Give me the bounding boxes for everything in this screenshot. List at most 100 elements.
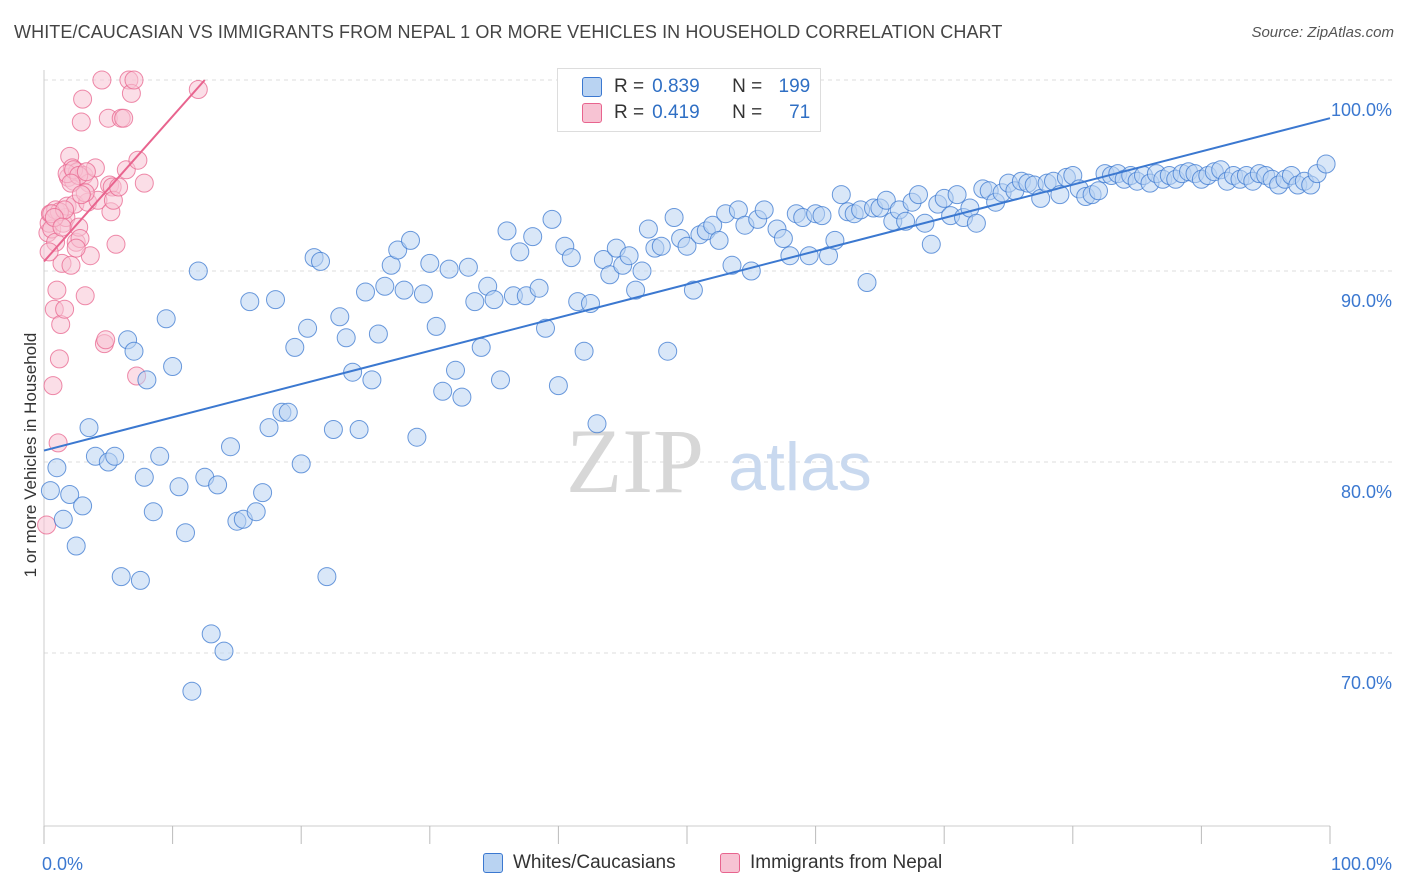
whites-point [1089,181,1108,201]
whites-point [388,240,408,260]
whites-point [134,467,154,487]
whites-point [394,280,414,300]
whites-point [658,341,678,361]
watermark-atlas: atlas [728,429,872,505]
legend-row-whites: R = 0.839 N = 199 [582,75,810,99]
nepal-point [106,234,126,254]
legend-label-whites: Whites/Caucasians [513,852,676,873]
legend-swatch-pink [720,853,740,873]
whites-point [259,418,279,438]
whites-point [291,454,311,474]
whites-point [420,253,440,273]
whites-point [356,282,375,302]
legend-item-whites: Whites/Caucasians [483,852,676,874]
whites-point [317,567,337,587]
whites-point [163,357,183,376]
legend-stats: R = 0.839 N = 199 R = 0.419 N = 71 [557,68,821,132]
legend-n-value: 199 [778,76,811,97]
whites-point [921,234,941,254]
whites-point [336,328,356,348]
whites-point [266,290,285,310]
whites-point [497,221,517,241]
whites-point [208,475,228,495]
whites-point [1316,154,1336,174]
legend-row-nepal: R = 0.419 N = 71 [582,101,810,125]
nepal-point [66,238,86,258]
whites-point [111,567,131,587]
trend-lines [43,79,1331,452]
whites-point [446,360,465,380]
whites-point [79,418,99,438]
whites-point [323,420,343,439]
grid-layer [44,79,1392,654]
whites-point [188,261,208,281]
nepal-point [71,185,91,205]
whites-point [876,190,896,210]
whites-point [137,370,157,390]
whites-point [40,481,60,501]
series-whites-points [40,154,1336,701]
whites-point [285,337,305,357]
nepal-point [114,108,134,128]
nepal-point [39,242,59,262]
whites-point [47,458,67,478]
legend-r-label: R = [614,102,645,123]
whites-point [413,284,433,304]
whites-point [53,509,73,529]
whites-point [947,185,967,205]
whites-point [73,496,93,516]
y-tick-label: 100.0% [1331,100,1392,120]
whites-point [130,570,150,590]
legend-label-nepal: Immigrants from Nepal [750,852,943,873]
whites-point [246,502,266,522]
nepal-point [76,162,96,182]
whites-point [176,523,195,543]
whites-point [349,420,369,439]
whites-point [105,446,125,466]
whites-point [619,246,639,266]
watermark-zip: ZIP [566,410,704,512]
whites-point [773,229,793,248]
whites-point [799,246,819,266]
whites-point [182,681,202,701]
whites-point [857,273,877,292]
whites-point [156,309,176,329]
whites-point [709,230,729,250]
nepal-point [124,70,144,90]
y-tick-label: 90.0% [1341,291,1392,311]
whites-point [311,251,330,271]
whites-point [330,307,350,327]
legend-r-label: R = [614,76,645,97]
nepal-point [49,349,69,369]
legend-swatch-blue [582,77,602,97]
whites-point [677,236,697,256]
whites-point [966,213,986,233]
whites-point [375,276,395,296]
whites-point [741,261,761,281]
nepal-point [71,112,91,132]
whites-point [529,278,549,298]
x-tick-label: 100.0% [1331,854,1392,874]
legend-swatch-blue [483,853,503,873]
whites-point [368,324,388,344]
nepal-point [188,80,208,99]
nepal-point [55,299,75,319]
whites-point [169,477,189,497]
whites-point [426,316,446,336]
legend-n-value: 71 [789,102,811,123]
whites-point [683,280,703,300]
whites-point [253,483,273,503]
whites-point [812,206,832,226]
nepal-point [134,173,154,193]
whites-point [362,370,382,390]
legend-n-label: N = [732,102,763,123]
whites-point [638,219,658,239]
whites-trend-line [43,117,1331,452]
whites-point [201,624,221,644]
chart-title: WHITE/CAUCASIAN VS IMMIGRANTS FROM NEPAL… [14,22,1003,42]
whites-point [587,414,607,434]
nepal-point [61,255,81,275]
whites-point [124,341,144,361]
nepal-point [128,150,148,170]
